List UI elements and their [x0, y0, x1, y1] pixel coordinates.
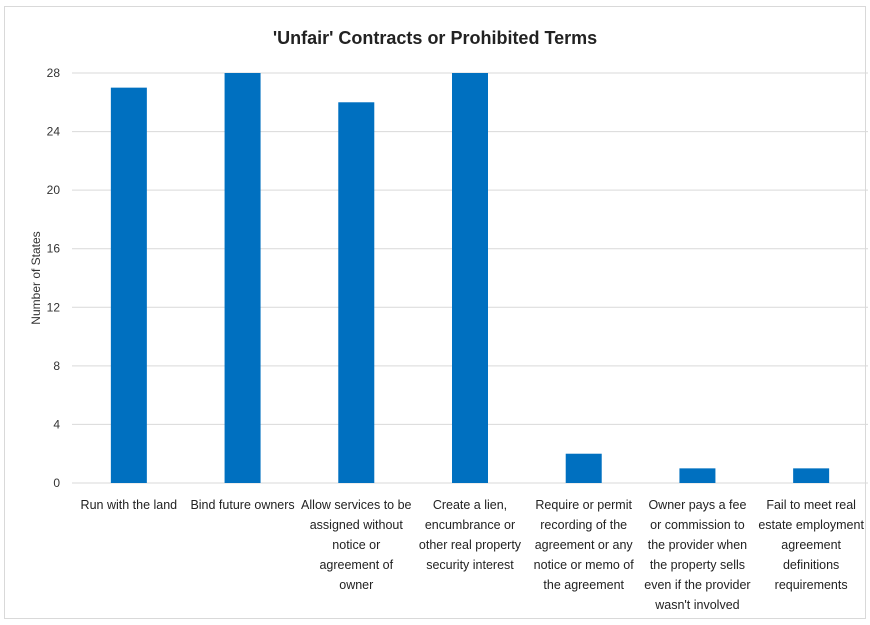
- y-tick-label: 16: [47, 242, 61, 256]
- x-tick-label-line: estate employment: [758, 518, 864, 532]
- bar: [338, 102, 375, 484]
- chart-title: 'Unfair' Contracts or Prohibited Terms: [272, 28, 598, 48]
- y-tick-label: 24: [47, 125, 61, 139]
- x-tick-label-line: the provider when: [647, 538, 748, 552]
- x-tick-label: Run with the land: [67, 495, 191, 515]
- x-tick-label: Require or permit recording of the agreeme…: [522, 495, 646, 595]
- x-tick-label-line: the property sells: [649, 558, 746, 572]
- x-tick-label-line: agreement or any: [534, 538, 633, 552]
- x-tick-label-line: notice or memo of: [533, 558, 634, 572]
- y-tick-label: 4: [53, 417, 60, 431]
- x-tick-label-line: security interest: [426, 558, 514, 572]
- bar: [679, 468, 716, 483]
- bars: [110, 73, 830, 484]
- bar: [452, 73, 488, 483]
- x-tick-label-line: encumbrance or: [424, 518, 516, 532]
- x-tick-label-line: agreement of: [319, 558, 394, 572]
- x-tick-label: Owner pays a fee or commission to the prov…: [635, 495, 759, 615]
- x-tick-label-line: Require or permit: [535, 498, 632, 512]
- x-tick-label-line: the agreement: [543, 578, 624, 592]
- bar: [793, 468, 830, 483]
- x-tick-label: Create a lien, encumbrance or other real p…: [408, 495, 532, 575]
- x-tick-label-line: wasn't involved: [655, 598, 740, 612]
- y-tick-label: 12: [47, 300, 61, 314]
- y-tick-label: 8: [53, 359, 60, 373]
- x-tick-label-line: Allow services to be: [301, 498, 412, 512]
- x-tick-label-line: Fail to meet real: [766, 498, 856, 512]
- x-tick-label-line: recording of the: [540, 518, 628, 532]
- x-tick-label-line: requirements: [774, 578, 848, 592]
- x-tick-label-line: definitions: [782, 558, 840, 572]
- x-tick-label: Bind future owners: [181, 495, 305, 515]
- x-tick-label: Fail to meet real estate employment agreem…: [749, 495, 870, 595]
- bar: [224, 73, 261, 483]
- y-tick-label: 28: [47, 66, 61, 80]
- x-tick-label-line: other real property: [418, 538, 522, 552]
- x-tick-label-line: owner: [339, 578, 374, 592]
- y-axis-ticks: 0 4 8 12 16 20 24 28: [47, 66, 61, 490]
- x-tick-label-line: agreement: [781, 538, 842, 552]
- x-tick-label-line: Run with the land: [80, 498, 178, 512]
- x-tick-label-line: Create a lien,: [432, 498, 508, 512]
- y-tick-label: 20: [47, 183, 61, 197]
- x-tick-label-line: or commission to: [650, 518, 745, 532]
- chart-frame: [4, 6, 866, 619]
- x-tick-label-line: even if the provider: [644, 578, 751, 592]
- x-tick-label-line: Bind future owners: [190, 498, 295, 512]
- bar: [110, 87, 147, 484]
- x-tick-label-line: Owner pays a fee: [648, 498, 747, 512]
- x-tick-label-line: assigned without: [309, 518, 403, 532]
- bar: [565, 453, 602, 483]
- x-tick-label: Allow services to be assigned without noti…: [294, 495, 418, 595]
- y-tick-label: 0: [53, 476, 60, 490]
- x-tick-label-line: notice or: [332, 538, 381, 552]
